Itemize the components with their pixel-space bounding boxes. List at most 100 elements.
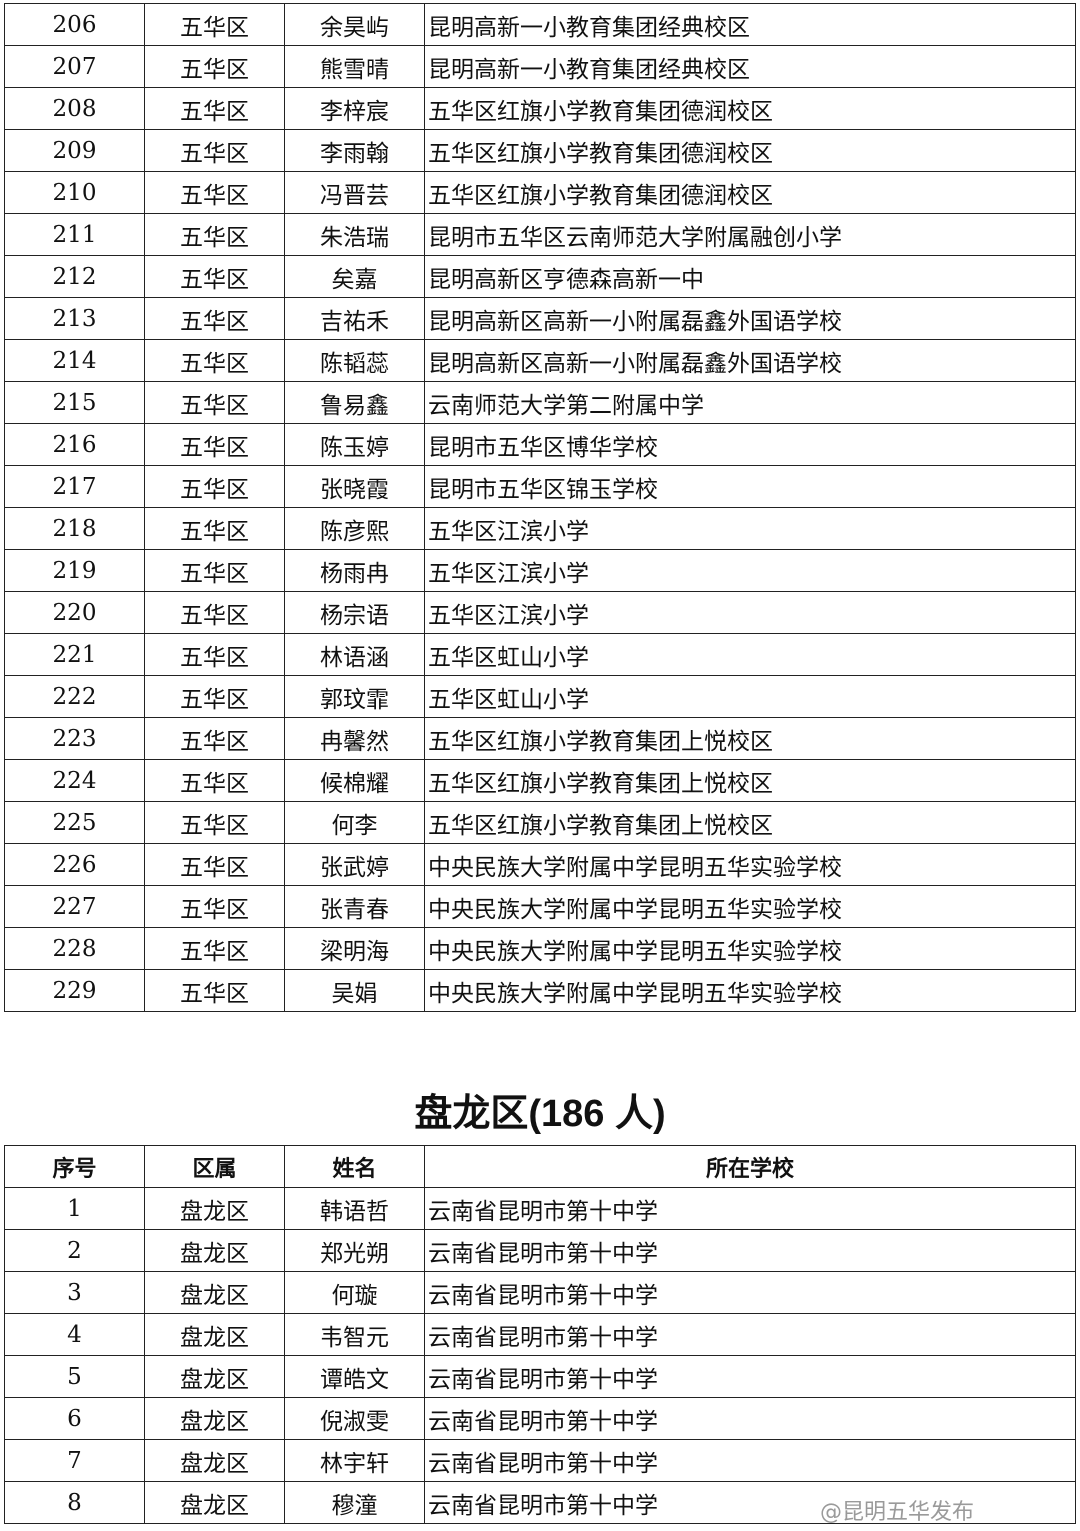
table-row: 206 五华区 余昊屿 昆明高新一小教育集团经典校区 (4, 3, 1076, 46)
table-row: 213 五华区 吉祐禾 昆明高新区高新一小附属磊鑫外国语学校 (4, 297, 1076, 340)
cell-school: 昆明高新区高新一小附属磊鑫外国语学校 (424, 339, 1076, 382)
cell-name: 倪淑雯 (284, 1397, 425, 1440)
cell-district: 盘龙区 (144, 1187, 285, 1230)
cell-district: 五华区 (144, 927, 285, 970)
cell-school: 昆明市五华区博华学校 (424, 423, 1076, 466)
cell-school: 五华区江滨小学 (424, 549, 1076, 592)
cell-school: 昆明高新一小教育集团经典校区 (424, 3, 1076, 46)
cell-index: 219 (4, 549, 145, 592)
cell-district: 五华区 (144, 717, 285, 760)
cell-name: 吴娟 (284, 969, 425, 1012)
cell-district: 盘龙区 (144, 1313, 285, 1356)
cell-school: 五华区红旗小学教育集团德润校区 (424, 129, 1076, 172)
cell-district: 盘龙区 (144, 1229, 285, 1272)
table-row: 217 五华区 张晓霞 昆明市五华区锦玉学校 (4, 465, 1076, 508)
table-row: 228 五华区 梁明海 中央民族大学附属中学昆明五华实验学校 (4, 927, 1076, 970)
table-row: 207 五华区 熊雪晴 昆明高新一小教育集团经典校区 (4, 45, 1076, 88)
cell-name: 林语涵 (284, 633, 425, 676)
cell-index: 217 (4, 465, 145, 508)
table-row: 212 五华区 矣嘉 昆明高新区亨德森高新一中 (4, 255, 1076, 298)
table-row: 209 五华区 李雨翰 五华区红旗小学教育集团德润校区 (4, 129, 1076, 172)
watermark: @昆明五华发布 (820, 1500, 975, 1525)
table-row: 215 五华区 鲁易鑫 云南师范大学第二附属中学 (4, 381, 1076, 424)
cell-school: 五华区红旗小学教育集团德润校区 (424, 87, 1076, 130)
table-row: 226 五华区 张武婷 中央民族大学附属中学昆明五华实验学校 (4, 843, 1076, 886)
cell-name: 余昊屿 (284, 3, 425, 46)
cell-index: 221 (4, 633, 145, 676)
cell-school: 中央民族大学附属中学昆明五华实验学校 (424, 927, 1076, 970)
cell-school: 五华区红旗小学教育集团上悦校区 (424, 801, 1076, 844)
cell-index: 224 (4, 759, 145, 802)
panlong-table: 序号 区属 姓名 所在学校 1 盘龙区 韩语哲 云南省昆明市第十中学 2 盘龙区 郑光朔 云南… (4, 1145, 1076, 1524)
table-row: 223 五华区 冉馨然 五华区红旗小学教育集团上悦校区 (4, 717, 1076, 760)
cell-index: 214 (4, 339, 145, 382)
cell-district: 五华区 (144, 129, 285, 172)
cell-name: 穆潼 (284, 1481, 425, 1524)
cell-school: 五华区虹山小学 (424, 675, 1076, 718)
cell-name: 矣嘉 (284, 255, 425, 298)
cell-school: 云南省昆明市第十中学 (424, 1397, 1076, 1440)
cell-index: 210 (4, 171, 145, 214)
cell-index: 229 (4, 969, 145, 1012)
cell-school: 云南省昆明市第十中学 (424, 1271, 1076, 1314)
cell-district: 盘龙区 (144, 1397, 285, 1440)
cell-district: 五华区 (144, 423, 285, 466)
header-row: 序号 区属 姓名 所在学校 (4, 1145, 1076, 1188)
header-school: 所在学校 (424, 1145, 1076, 1188)
cell-school: 五华区红旗小学教育集团上悦校区 (424, 717, 1076, 760)
cell-name: 候棉耀 (284, 759, 425, 802)
cell-name: 谭皓文 (284, 1355, 425, 1398)
cell-school: 五华区虹山小学 (424, 633, 1076, 676)
cell-index: 7 (4, 1439, 145, 1482)
cell-index: 225 (4, 801, 145, 844)
cell-index: 207 (4, 45, 145, 88)
cell-district: 五华区 (144, 549, 285, 592)
table-row: 4 盘龙区 韦智元 云南省昆明市第十中学 (4, 1313, 1076, 1356)
cell-district: 五华区 (144, 45, 285, 88)
cell-index: 2 (4, 1229, 145, 1272)
cell-school: 云南师范大学第二附属中学 (424, 381, 1076, 424)
cell-name: 郭玟霏 (284, 675, 425, 718)
header-name: 姓名 (284, 1145, 425, 1188)
cell-school: 云南省昆明市第十中学 (424, 1313, 1076, 1356)
cell-index: 212 (4, 255, 145, 298)
table-row: 220 五华区 杨宗语 五华区江滨小学 (4, 591, 1076, 634)
cell-school: 云南省昆明市第十中学 (424, 1439, 1076, 1482)
cell-name: 张青春 (284, 885, 425, 928)
cell-district: 五华区 (144, 507, 285, 550)
cell-district: 五华区 (144, 297, 285, 340)
table-row: 211 五华区 朱浩瑞 昆明市五华区云南师范大学附属融创小学 (4, 213, 1076, 256)
cell-index: 215 (4, 381, 145, 424)
cell-index: 206 (4, 3, 145, 46)
cell-index: 4 (4, 1313, 145, 1356)
cell-name: 冉馨然 (284, 717, 425, 760)
cell-index: 220 (4, 591, 145, 634)
cell-name: 熊雪晴 (284, 45, 425, 88)
table-row: 210 五华区 冯晋芸 五华区红旗小学教育集团德润校区 (4, 171, 1076, 214)
cell-district: 五华区 (144, 759, 285, 802)
cell-district: 五华区 (144, 381, 285, 424)
cell-name: 李雨翰 (284, 129, 425, 172)
cell-district: 五华区 (144, 843, 285, 886)
cell-district: 五华区 (144, 885, 285, 928)
cell-index: 3 (4, 1271, 145, 1314)
section-title: 盘龙区(186 人) (414, 1093, 666, 1135)
cell-school: 中央民族大学附属中学昆明五华实验学校 (424, 885, 1076, 928)
cell-index: 6 (4, 1397, 145, 1440)
cell-district: 五华区 (144, 675, 285, 718)
cell-index: 216 (4, 423, 145, 466)
table-row: 219 五华区 杨雨冉 五华区江滨小学 (4, 549, 1076, 592)
cell-name: 韩语哲 (284, 1187, 425, 1230)
cell-district: 五华区 (144, 255, 285, 298)
cell-district: 盘龙区 (144, 1481, 285, 1524)
cell-name: 何璇 (284, 1271, 425, 1314)
cell-district: 盘龙区 (144, 1355, 285, 1398)
cell-name: 张晓霞 (284, 465, 425, 508)
cell-index: 211 (4, 213, 145, 256)
cell-name: 韦智元 (284, 1313, 425, 1356)
cell-district: 五华区 (144, 213, 285, 256)
table-row: 218 五华区 陈彦熙 五华区江滨小学 (4, 507, 1076, 550)
cell-school: 云南省昆明市第十中学 (424, 1187, 1076, 1230)
cell-district: 五华区 (144, 801, 285, 844)
cell-index: 226 (4, 843, 145, 886)
